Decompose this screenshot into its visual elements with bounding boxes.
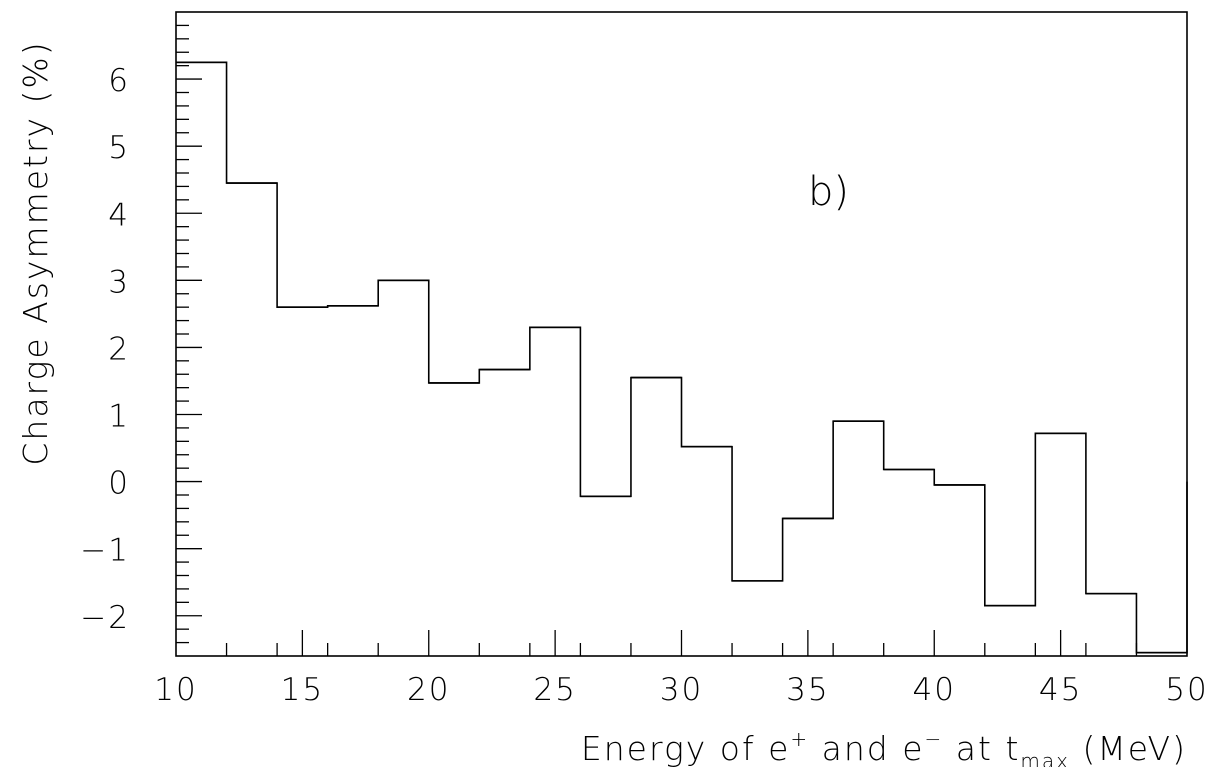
y-tick-label: 2 xyxy=(108,331,130,367)
annotation-label: b) xyxy=(808,169,849,215)
x-tick-label: 50 xyxy=(1165,672,1208,708)
x-axis-title: Energy of e+ and e− at tmax (MeV) xyxy=(581,727,1187,767)
y-axis-title: Charge Asymmetry (%) xyxy=(16,40,55,465)
y-tick-label: −2 xyxy=(80,600,130,636)
y-tick-label: −1 xyxy=(80,533,130,569)
x-axis-tick-labels: 10 15 20 25 30 35 40 45 50 xyxy=(154,672,1208,708)
x-tick-label: 25 xyxy=(533,672,576,708)
x-tick-label: 30 xyxy=(660,672,703,708)
x-axis-ticks xyxy=(225,630,1138,656)
x-tick-label: 20 xyxy=(407,672,450,708)
y-tick-label: 3 xyxy=(108,264,130,300)
x-tick-label: 45 xyxy=(1039,672,1082,708)
y-tick-label: 5 xyxy=(108,130,130,166)
x-tick-label: 15 xyxy=(281,672,324,708)
y-tick-label: 6 xyxy=(108,63,130,99)
histogram-bins xyxy=(176,61,1188,654)
x-tick-label: 40 xyxy=(913,672,956,708)
y-tick-label: 0 xyxy=(108,466,130,502)
x-tick-label: 10 xyxy=(154,672,197,708)
y-axis-ticks xyxy=(176,24,202,644)
y-tick-label: 4 xyxy=(108,197,130,233)
x-tick-label: 35 xyxy=(786,672,829,708)
y-axis-tick-labels: −2 −1 0 1 2 3 4 5 6 xyxy=(80,63,130,636)
y-tick-label: 1 xyxy=(108,399,130,435)
histogram-outline xyxy=(176,61,1188,654)
